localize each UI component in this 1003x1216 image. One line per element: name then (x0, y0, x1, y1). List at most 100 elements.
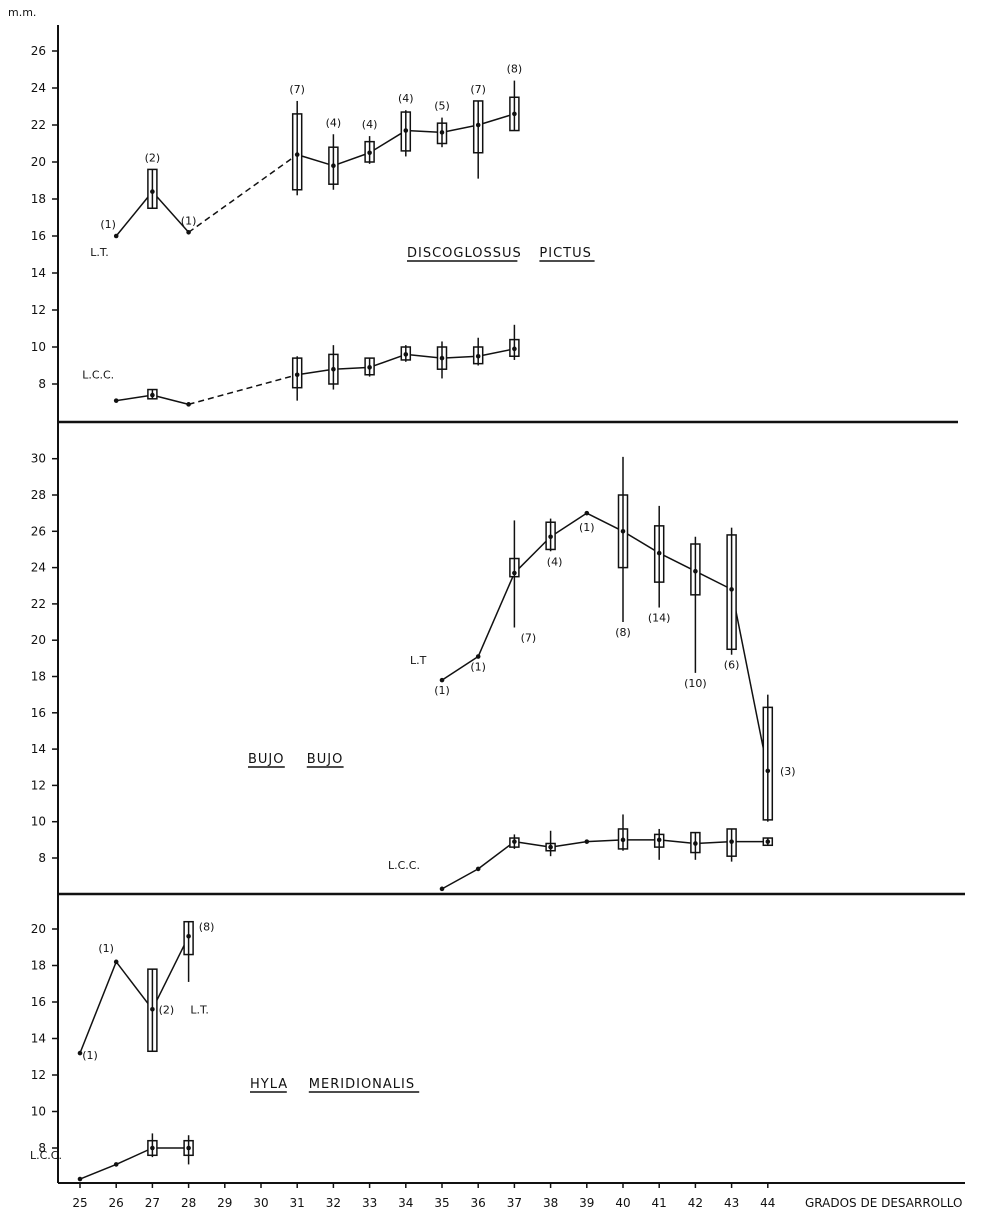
sample-size-label: (4) (398, 92, 414, 105)
chart-title-word: BUJO (307, 752, 344, 767)
data-point (331, 163, 336, 168)
x-tick-label: 26 (109, 1196, 124, 1210)
y-tick-label: 16 (31, 995, 46, 1009)
sample-size-label: (4) (547, 555, 563, 568)
data-point (439, 130, 445, 135)
x-tick-label: 34 (398, 1196, 413, 1210)
data-point (367, 150, 372, 156)
x-tick-label: 40 (615, 1196, 630, 1210)
sample-size-label: (1) (470, 661, 486, 674)
sample-size-label: (1) (98, 942, 114, 955)
series-segment (513, 536, 552, 574)
data-point (512, 346, 517, 352)
series-segment (79, 961, 117, 1054)
data-point (77, 1176, 83, 1182)
y-tick-label: 8 (38, 851, 46, 865)
sample-size-label: (7) (470, 83, 486, 96)
series-segment (151, 191, 190, 233)
series-segment (333, 366, 370, 370)
sample-size-label: (8) (615, 626, 631, 639)
data-point (113, 233, 119, 239)
series-segment (477, 841, 515, 870)
sample-size-label: (6) (724, 659, 740, 672)
x-tick-label: 44 (760, 1196, 775, 1210)
series-segment (441, 124, 479, 134)
x-tick-label: 35 (434, 1196, 449, 1210)
data-point (186, 1145, 191, 1151)
data-point (512, 111, 517, 117)
data-point (150, 189, 155, 194)
y-tick-label: 12 (31, 303, 46, 317)
series-segment (441, 355, 479, 359)
data-point (584, 510, 590, 516)
y-tick-label: 26 (31, 524, 46, 538)
data-point (475, 353, 481, 359)
sample-size-label: (2) (159, 1003, 175, 1016)
panel-bujo: 8 10 12 14 16 18 20 22 24 26 28 30 BUJO BUJO (1) (1) (7)… (31, 452, 796, 892)
data-point (512, 839, 517, 844)
data-point (729, 587, 734, 592)
series-segment (658, 552, 696, 572)
data-point (584, 839, 590, 844)
series-segment (695, 840, 732, 845)
x-tick-label: 32 (326, 1196, 341, 1210)
series-segment (152, 394, 189, 406)
data-point (512, 570, 517, 576)
series-segment (405, 129, 443, 134)
series-segment (477, 572, 516, 657)
series-segment (586, 512, 624, 532)
data-point (475, 654, 481, 659)
x-tick-label: 39 (579, 1196, 594, 1210)
sample-size-label: (1) (579, 521, 595, 534)
x-tick-label: 33 (362, 1196, 377, 1210)
data-point (186, 230, 191, 235)
data-point (294, 372, 300, 378)
sample-size-label: (7) (289, 83, 305, 96)
sample-size-label: (2) (145, 151, 161, 164)
data-point (150, 1007, 155, 1012)
series-label: L.T. (190, 1003, 209, 1016)
data-point (475, 866, 481, 872)
data-point (475, 122, 481, 128)
series-segment (115, 191, 153, 237)
x-tick-label: 37 (507, 1196, 522, 1210)
series-segment (730, 589, 769, 772)
data-point (331, 366, 336, 372)
y-tick-label: 20 (31, 922, 46, 936)
unit-label: m.m. (8, 6, 36, 19)
y-tick-label: 22 (31, 118, 46, 132)
series-segment (659, 839, 696, 845)
y-tick-label: 20 (31, 155, 46, 169)
series-label: L.T. (90, 246, 109, 259)
series-segment (441, 655, 479, 681)
x-tick-label: 31 (290, 1196, 305, 1210)
x-tick-label: 29 (217, 1196, 232, 1210)
series-segment (441, 868, 479, 890)
data-point (439, 886, 445, 892)
y-tick-label: 12 (31, 778, 46, 792)
sample-size-label: (3) (780, 765, 796, 778)
panel-hyla: 8 10 12 14 16 18 20 HYLA MERIDIONALIS (1) (1) (2) (8… (30, 920, 420, 1182)
data-point (693, 568, 698, 574)
sample-size-label: (1) (100, 218, 116, 231)
data-point (548, 534, 553, 540)
data-point (765, 839, 771, 844)
y-tick-label: 8 (38, 1141, 46, 1155)
data-point (113, 959, 119, 965)
series-segment (115, 961, 153, 1010)
x-tick-label: 27 (145, 1196, 160, 1210)
series-segment (151, 935, 190, 1010)
series-segment (477, 113, 515, 126)
y-tick-label: 8 (38, 377, 46, 391)
series-dashed-segment (188, 153, 298, 233)
y-tick-label: 24 (31, 81, 46, 95)
data-point (367, 365, 372, 370)
sample-size-label: (5) (434, 100, 450, 113)
y-tick-label: 30 (31, 452, 46, 466)
y-tick-label: 14 (31, 1032, 46, 1046)
data-point (693, 841, 698, 846)
sample-size-label: (8) (507, 63, 523, 76)
data-point (439, 355, 445, 361)
sample-size-label: (1) (434, 684, 450, 697)
x-tick-label: 30 (253, 1196, 268, 1210)
